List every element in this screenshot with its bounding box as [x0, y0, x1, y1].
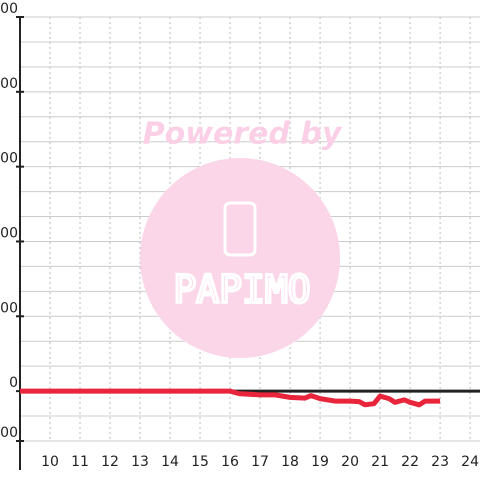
y-tick-label: 150,000 [0, 1, 18, 17]
y-tick-label: 60,000 [0, 225, 18, 241]
x-tick-label: 16 [221, 454, 239, 470]
y-tick-label: 0 [9, 375, 18, 391]
watermark-text: PAPIMO [173, 268, 310, 312]
watermark-icon [223, 201, 257, 257]
x-tick-label: 19 [311, 454, 329, 470]
y-tick-label: 30,000 [0, 300, 18, 316]
y-tick-label: -20,000 [0, 425, 18, 441]
x-tick-label: 11 [71, 454, 89, 470]
x-tick-label: 10 [41, 454, 59, 470]
x-tick-label: 13 [131, 454, 149, 470]
data-line [20, 388, 441, 408]
x-tick-label: 24 [461, 454, 479, 470]
watermark-circle [140, 158, 340, 358]
x-tick-label: 20 [341, 454, 359, 470]
x-tick-label: 23 [431, 454, 449, 470]
y-tick-label: 90,000 [0, 151, 18, 167]
y-tick-label: 120,000 [0, 76, 18, 92]
x-tick-label: 17 [251, 454, 269, 470]
x-tick-label: 18 [281, 454, 299, 470]
x-tick-label: 21 [371, 454, 389, 470]
x-tick-label: 12 [101, 454, 119, 470]
x-tick-label: 15 [191, 454, 209, 470]
x-tick-label: 22 [401, 454, 419, 470]
watermark-text: Powered by [143, 117, 343, 152]
x-tick-label: 14 [161, 454, 179, 470]
